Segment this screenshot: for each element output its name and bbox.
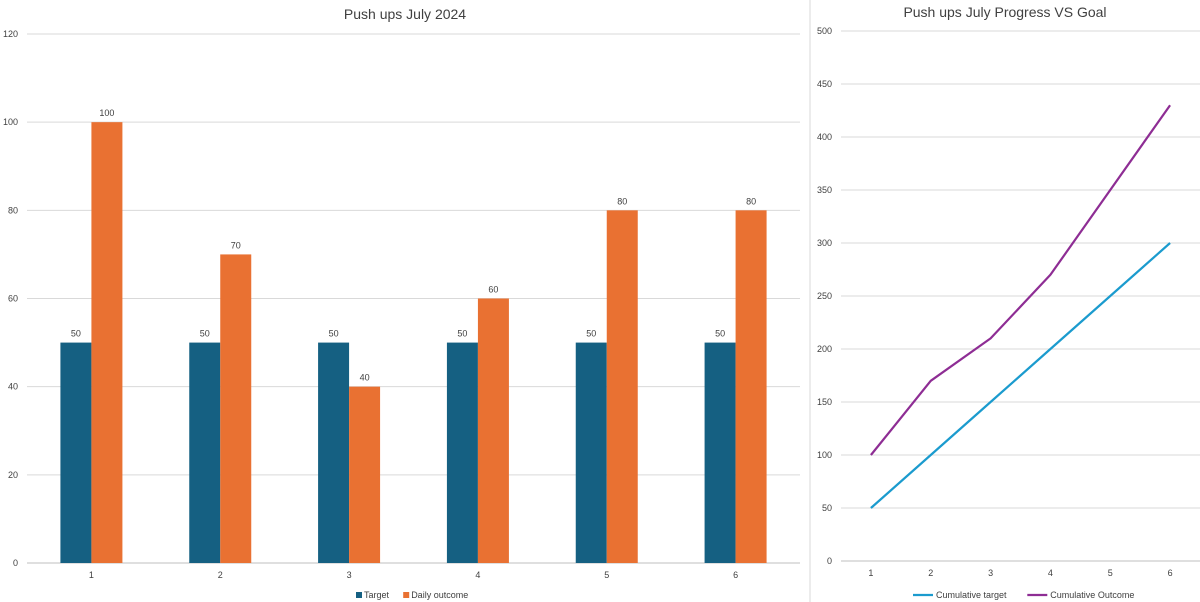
line-x-tick-label: 2 (928, 568, 933, 578)
line-x-tick-label: 4 (1048, 568, 1053, 578)
bar-x-tick-label: 5 (604, 570, 609, 580)
bar-chart-x-axis: 1 2 3 4 5 6 (89, 570, 738, 580)
line-chart-title: Push ups July Progress VS Goal (903, 4, 1106, 20)
bar-target (189, 342, 221, 563)
line-chart-gridlines (841, 30, 1200, 562)
bar-daily-outcome (349, 386, 381, 563)
bar-data-label: 70 (231, 240, 241, 250)
bar-data-label: 50 (715, 329, 725, 339)
bar-y-tick-label: 60 (8, 294, 18, 304)
bar-daily-outcome (735, 210, 767, 564)
line-y-tick-label: 500 (817, 26, 832, 36)
bar-y-tick-label: 100 (3, 117, 18, 127)
bar-data-label: 50 (200, 329, 210, 339)
bar-data-label: 100 (99, 108, 114, 118)
bar-x-tick-label: 4 (475, 570, 480, 580)
line-chart-y-axis: 0 50 100 150 200 250 300 350 400 450 500 (817, 26, 832, 566)
bar-data-label: 50 (586, 329, 596, 339)
bar-data-label: 50 (71, 329, 81, 339)
bar-x-tick-label: 6 (733, 570, 738, 580)
legend-swatch (356, 592, 362, 598)
line-y-tick-label: 400 (817, 132, 832, 142)
bar-data-label: 50 (457, 329, 467, 339)
line-chart-legend: Cumulative target Cumulative Outcome (913, 590, 1134, 600)
bar-chart-bars: 50 100 50 70 50 40 50 60 50 80 50 80 (60, 108, 767, 564)
bar-data-label: 40 (360, 373, 370, 383)
legend-swatch (403, 592, 410, 598)
bar-x-tick-label: 1 (89, 570, 94, 580)
line-chart: Push ups July Progress VS Goal 050100150… (817, 4, 1200, 600)
legend-label: Target (364, 590, 390, 600)
bar-daily-outcome (91, 122, 123, 564)
bar-target (60, 342, 92, 563)
line-y-tick-label: 100 (817, 450, 832, 460)
bar-data-label: 80 (746, 196, 756, 206)
line-y-tick-label: 250 (817, 291, 832, 301)
bar-y-tick-label: 80 (8, 205, 18, 215)
bar-x-tick-label: 3 (347, 570, 352, 580)
line-x-tick-label: 1 (868, 568, 873, 578)
line-y-tick-label: 0 (827, 556, 832, 566)
bar-chart: Push ups July 2024 0 20 40 60 80 100 120 50 100… (3, 6, 800, 600)
bar-chart-y-axis: 0 20 40 60 80 100 120 (3, 29, 18, 568)
line-x-tick-label: 3 (988, 568, 993, 578)
bar-target (446, 342, 478, 563)
legend-label: Daily outcome (411, 590, 468, 600)
line-y-tick-label: 350 (817, 185, 832, 195)
bar-daily-outcome (606, 210, 638, 564)
line-chart-series (870, 104, 1171, 509)
cumulative-target-line (870, 242, 1171, 509)
bar-data-label: 50 (329, 329, 339, 339)
line-x-tick-label: 6 (1168, 568, 1173, 578)
bar-data-label: 80 (617, 196, 627, 206)
line-y-tick-label: 200 (817, 344, 832, 354)
bar-daily-outcome (220, 254, 252, 563)
line-y-tick-label: 150 (817, 397, 832, 407)
line-y-tick-label: 50 (822, 503, 832, 513)
bar-y-tick-label: 40 (8, 382, 18, 392)
bar-target (575, 342, 607, 563)
bar-y-tick-label: 120 (3, 29, 18, 39)
bar-data-label: 60 (488, 285, 498, 295)
bar-x-tick-label: 2 (218, 570, 223, 580)
bar-chart-title: Push ups July 2024 (344, 6, 466, 22)
bar-daily-outcome (477, 298, 509, 563)
line-y-tick-label: 450 (817, 79, 832, 89)
line-chart-x-axis: 1 2 3 4 5 6 (868, 568, 1172, 578)
legend-label: Cumulative target (936, 590, 1007, 600)
bar-target (318, 342, 350, 563)
bar-y-tick-label: 20 (8, 470, 18, 480)
line-x-tick-label: 5 (1108, 568, 1113, 578)
cumulative-outcome-line (870, 104, 1171, 456)
legend-label: Cumulative Outcome (1050, 590, 1134, 600)
bar-chart-legend: Target Daily outcome (356, 590, 468, 600)
bar-y-tick-label: 0 (13, 558, 18, 568)
line-y-tick-label: 300 (817, 238, 832, 248)
bar-target (704, 342, 736, 563)
bar-chart-gridlines (27, 33, 800, 564)
